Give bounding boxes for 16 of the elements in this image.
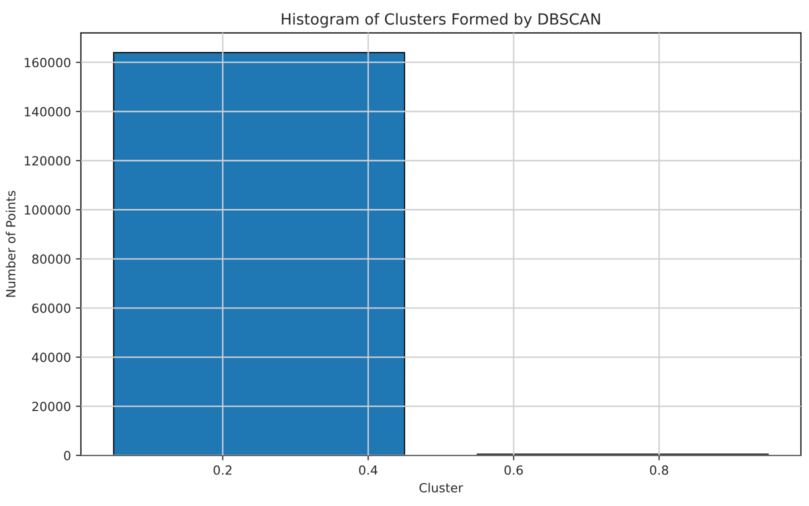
y-tick-label: 0: [64, 450, 70, 460]
y-tick-label: 100000: [24, 205, 70, 215]
y-tick-label: 60000: [32, 303, 70, 313]
y-tick-label: 140000: [24, 106, 70, 116]
x-tick-label: 0.8: [650, 465, 668, 475]
y-axis-title: Number of Points: [6, 190, 16, 297]
x-tick-label: 0.4: [359, 465, 378, 475]
y-tick-label: 20000: [32, 402, 70, 412]
y-tick-label: 40000: [32, 352, 70, 362]
x-tick-label: 0.6: [504, 465, 523, 475]
x-axis-title: Cluster: [419, 482, 464, 492]
y-tick-label: 160000: [24, 58, 70, 68]
chart-title: Histogram of Clusters Formed by DBSCAN: [282, 12, 600, 28]
y-tick-label: 80000: [32, 254, 70, 264]
x-tick-label: 0.2: [214, 465, 232, 475]
y-tick-label: 120000: [24, 156, 70, 166]
